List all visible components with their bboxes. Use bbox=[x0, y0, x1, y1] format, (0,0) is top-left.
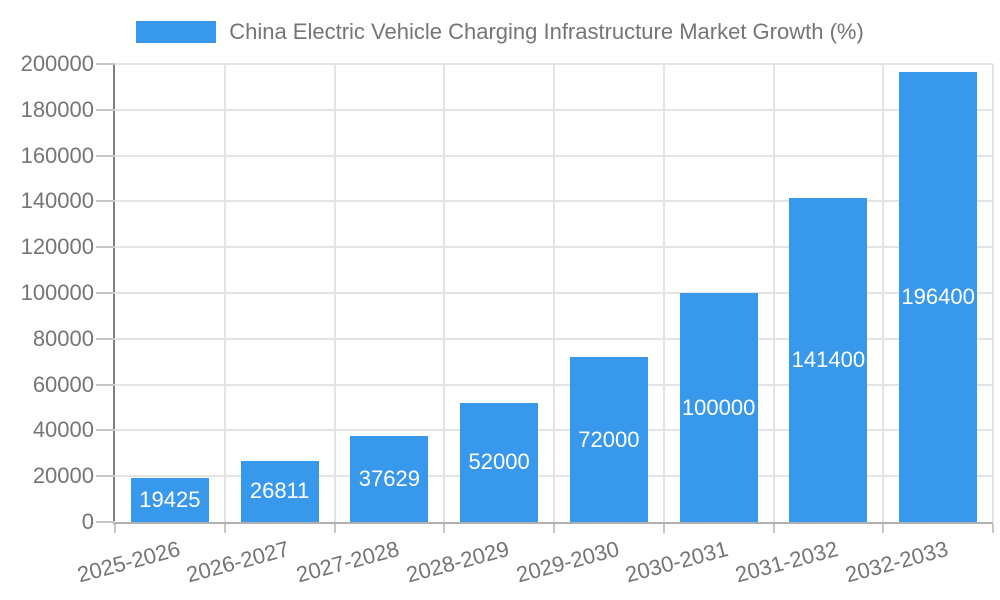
bar-2028-2029: 52000 bbox=[460, 402, 539, 522]
bar-2031-2032: 141400 bbox=[789, 198, 868, 522]
bar-value-label: 100000 bbox=[681, 394, 756, 420]
y-axis-tick bbox=[96, 475, 115, 478]
bar-value-label: 196400 bbox=[901, 284, 975, 310]
bar-value-label: 141400 bbox=[791, 347, 866, 373]
x-axis-tick-label: 2027-2028 bbox=[293, 536, 402, 588]
bar-value-label: 19425 bbox=[139, 486, 201, 512]
x-axis-line bbox=[113, 522, 993, 524]
y-axis-tick bbox=[96, 246, 115, 249]
y-axis-tick bbox=[96, 200, 115, 203]
legend-label: China Electric Vehicle Charging Infrastr… bbox=[229, 19, 864, 44]
x-axis-tick-label: 2030-2031 bbox=[622, 536, 732, 588]
y-axis-tick bbox=[96, 108, 115, 111]
legend-swatch bbox=[136, 21, 217, 43]
y-axis-tick-label: 120000 bbox=[20, 234, 94, 260]
x-gridline bbox=[553, 64, 555, 522]
y-axis-line bbox=[113, 64, 115, 524]
x-axis-tick-label: 2031-2032 bbox=[732, 536, 841, 588]
y-axis-tick-label: 0 bbox=[81, 509, 94, 534]
bar-2025-2026: 19425 bbox=[130, 477, 209, 522]
chart-legend: China Electric Vehicle Charging Infrastr… bbox=[0, 19, 1000, 45]
bar-2029-2030: 72000 bbox=[569, 357, 648, 522]
y-axis-tick bbox=[96, 521, 115, 523]
bar-2032-2033: 196400 bbox=[899, 72, 978, 522]
bar-value-label: 52000 bbox=[468, 449, 530, 475]
x-axis-tick bbox=[662, 524, 665, 533]
x-axis-tick bbox=[553, 524, 555, 533]
y-axis-tick-label: 80000 bbox=[32, 325, 94, 351]
plot-area: 19425 26811 37629 52000 72000 100000 141400 196… bbox=[115, 63, 994, 522]
x-axis-tick-label: 2028-2029 bbox=[403, 536, 512, 588]
y-axis-tick-label: 180000 bbox=[20, 96, 94, 122]
x-axis-tick bbox=[114, 524, 116, 533]
y-axis-tick bbox=[96, 154, 115, 157]
x-gridline bbox=[772, 64, 775, 522]
x-axis-tick bbox=[443, 524, 446, 533]
x-gridline bbox=[882, 64, 885, 522]
x-axis-tick-label: 2025-2026 bbox=[74, 536, 183, 588]
y-axis-tick bbox=[96, 63, 115, 65]
bar-2030-2031: 100000 bbox=[679, 293, 758, 522]
y-axis-tick-label: 60000 bbox=[32, 371, 94, 397]
y-axis-tick bbox=[96, 383, 115, 386]
x-axis-tick-label: 2026-2027 bbox=[183, 536, 293, 588]
x-gridline bbox=[333, 64, 336, 522]
y-axis-tick-label: 40000 bbox=[32, 417, 94, 443]
y-axis-tick bbox=[96, 292, 115, 294]
bar-value-label: 37629 bbox=[358, 465, 420, 491]
bar-2026-2027: 26811 bbox=[240, 460, 319, 522]
x-gridline bbox=[662, 64, 665, 522]
x-gridline bbox=[992, 64, 994, 522]
x-axis-tick-label: 2032-2033 bbox=[842, 536, 951, 588]
y-axis-tick-label: 200000 bbox=[20, 51, 94, 76]
y-axis-tick-label: 100000 bbox=[20, 280, 94, 305]
x-axis-tick bbox=[882, 524, 885, 533]
bar-2027-2028: 37629 bbox=[350, 435, 429, 522]
bar-value-label: 72000 bbox=[578, 426, 640, 452]
y-axis-tick-label: 140000 bbox=[20, 188, 94, 214]
y-axis-tick bbox=[96, 337, 115, 340]
x-axis-tick-label: 2029-2030 bbox=[513, 536, 622, 588]
x-axis-tick bbox=[992, 524, 994, 533]
x-gridline bbox=[443, 64, 446, 522]
x-gridline bbox=[223, 64, 226, 522]
bar-value-label: 26811 bbox=[249, 478, 310, 504]
x-axis-tick bbox=[772, 524, 775, 533]
y-axis-tick-label: 160000 bbox=[20, 142, 94, 168]
x-axis-tick bbox=[333, 524, 336, 533]
y-axis-tick-label: 20000 bbox=[32, 463, 94, 489]
y-axis-tick bbox=[96, 429, 115, 432]
x-axis-tick bbox=[223, 524, 226, 533]
